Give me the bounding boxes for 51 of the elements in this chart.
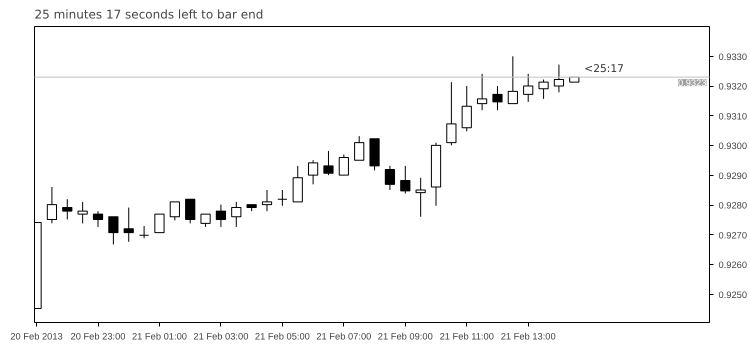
candlestick	[554, 64, 564, 93]
x-tick-label: 21 Feb 09:00	[378, 332, 433, 342]
candlestick	[185, 198, 196, 224]
candlestick	[323, 150, 334, 176]
x-tick-label: 21 Feb 05:00	[254, 332, 310, 342]
candlestick	[200, 214, 211, 228]
y-tick-label: 0.9310	[718, 111, 748, 122]
candlestick	[46, 186, 58, 224]
x-tick-label: 21 Feb 01:00	[132, 332, 187, 342]
candlestick	[170, 201, 180, 221]
candlestick	[462, 86, 472, 132]
candlestick	[108, 216, 118, 245]
y-tick-label: 0.9250	[718, 290, 748, 300]
candlestick	[538, 79, 549, 100]
candlestick	[277, 189, 288, 206]
candlestick	[138, 226, 150, 239]
y-tick-label: 0.9330	[718, 52, 748, 62]
candlestick	[216, 204, 226, 228]
candlestick	[338, 154, 349, 176]
y-tick-label: 0.9270	[718, 230, 748, 240]
candlestick	[308, 160, 318, 185]
x-tick-label: 20 Feb 23:00	[70, 332, 126, 342]
candlestick	[262, 189, 272, 212]
y-tick-label: 0.9290	[718, 170, 748, 181]
chart-title: 25 minutes 17 seconds left to bar end	[34, 8, 264, 22]
x-tick-label: 21 Feb 07:00	[316, 332, 372, 342]
y-tick-label: 0.9300	[718, 141, 748, 152]
candlestick	[400, 165, 410, 194]
x-tick-label: 21 Feb 13:00	[500, 332, 556, 342]
candlestick	[508, 56, 518, 104]
candlestick	[62, 198, 72, 220]
candlestick	[124, 207, 134, 242]
candlestick	[446, 82, 456, 146]
candlestick	[354, 136, 364, 161]
x-tick-label: 21 Feb 11:00	[440, 332, 494, 342]
x-tick-label: 21 Feb 03:00	[193, 332, 248, 342]
ref-line-label: 0.9323	[678, 78, 706, 88]
annotation: <25:17	[584, 62, 624, 76]
candlestick	[78, 201, 88, 224]
candlestick	[231, 201, 242, 228]
candlestick	[384, 165, 396, 190]
y-tick-label: 0.9280	[718, 200, 748, 211]
x-tick-label: 20 Feb 2013	[10, 332, 63, 342]
y-tick-label: 0.9320	[718, 82, 748, 92]
candlestick	[492, 86, 503, 111]
candlestick	[416, 177, 426, 218]
y-tick-label: 0.9260	[718, 260, 748, 270]
candlestick	[477, 73, 488, 111]
candlestick	[523, 73, 534, 102]
candlestick	[154, 214, 165, 234]
candlestick	[92, 210, 104, 228]
